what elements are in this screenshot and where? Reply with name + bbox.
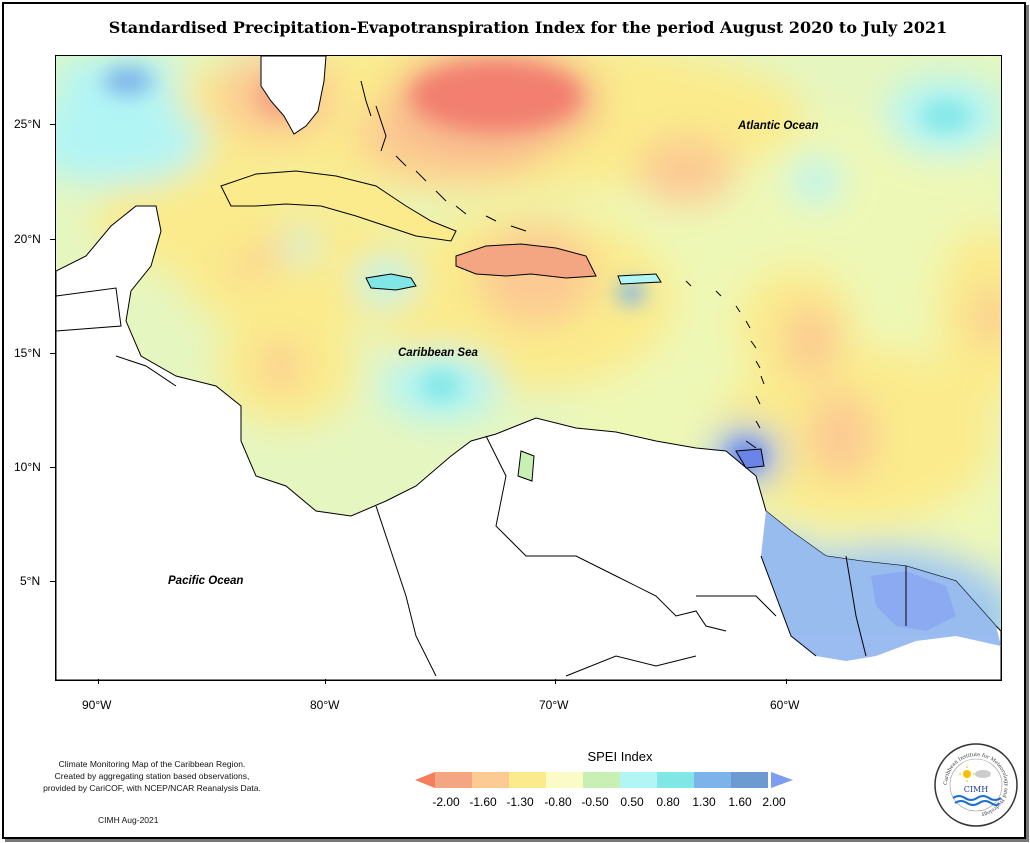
x-label-80w: 80°W [310, 698, 340, 712]
credits-line: provided by CariCOF, with NCEP/NCAR Rean… [43, 783, 261, 793]
credits-date: CIMH Aug-2021 [98, 815, 159, 825]
x-tick [325, 679, 326, 684]
credits-block: Climate Monitoring Map of the Caribbean … [22, 758, 282, 794]
y-tick [50, 467, 55, 468]
legend-label: -0.50 [581, 795, 609, 809]
legend-title: SPEI Index [587, 749, 653, 764]
x-label-60w: 60°W [770, 698, 800, 712]
legend-color-cell [657, 772, 694, 788]
legend-labels: -2.00 -1.60 -1.30 -0.80 -0.50 0.50 0.80 … [420, 795, 800, 811]
spei-map [55, 55, 1002, 681]
legend-color-cell [546, 772, 583, 788]
logo-text: CIMH [964, 785, 988, 794]
legend-label: 0.50 [620, 795, 644, 809]
legend-arrow-low [415, 772, 435, 788]
y-tick [50, 239, 55, 240]
y-label-25n: 25°N [14, 117, 41, 131]
legend-color-cell [509, 772, 546, 788]
legend-label: 0.80 [656, 795, 680, 809]
legend-arrow-high [771, 772, 793, 788]
legend-label: -0.80 [544, 795, 572, 809]
credits-line: Climate Monitoring Map of the Caribbean … [58, 759, 246, 769]
map-canvas [56, 56, 1001, 680]
x-tick [786, 679, 787, 684]
credits-line: Created by aggregating station based obs… [54, 771, 250, 781]
y-tick [50, 124, 55, 125]
y-label-10n: 10°N [14, 460, 41, 474]
y-label-15n: 15°N [14, 346, 41, 360]
y-label-5n: 5°N [20, 574, 41, 588]
x-label-70w: 70°W [539, 698, 569, 712]
y-label-20n: 20°N [14, 232, 41, 246]
legend-label: 2.00 [762, 795, 786, 809]
legend-color-cell [620, 772, 657, 788]
pacific-ocean-label: Pacific Ocean [168, 575, 244, 587]
cimh-logo: Caribbean Institute for Meteorology and … [934, 743, 1018, 827]
legend-color-cell [472, 772, 509, 788]
legend-label: 1.60 [728, 795, 752, 809]
x-tick [555, 679, 556, 684]
legend-label: -2.00 [432, 795, 460, 809]
legend-label: -1.60 [469, 795, 497, 809]
x-label-90w: 90°W [82, 698, 112, 712]
legend-color-cell [731, 772, 768, 788]
legend-colorbar [415, 772, 793, 788]
map-title: Standardised Precipitation-Evapotranspir… [108, 18, 948, 37]
atlantic-ocean-label: Atlantic Ocean [738, 120, 819, 132]
legend-color-cell [435, 772, 472, 788]
legend-label: 1.30 [692, 795, 716, 809]
x-tick [98, 679, 99, 684]
legend-color-cell [583, 772, 620, 788]
caribbean-sea-label: Caribbean Sea [398, 347, 478, 359]
legend-color-cell [694, 772, 731, 788]
y-tick [50, 353, 55, 354]
legend-label: -1.30 [506, 795, 534, 809]
y-tick [50, 581, 55, 582]
